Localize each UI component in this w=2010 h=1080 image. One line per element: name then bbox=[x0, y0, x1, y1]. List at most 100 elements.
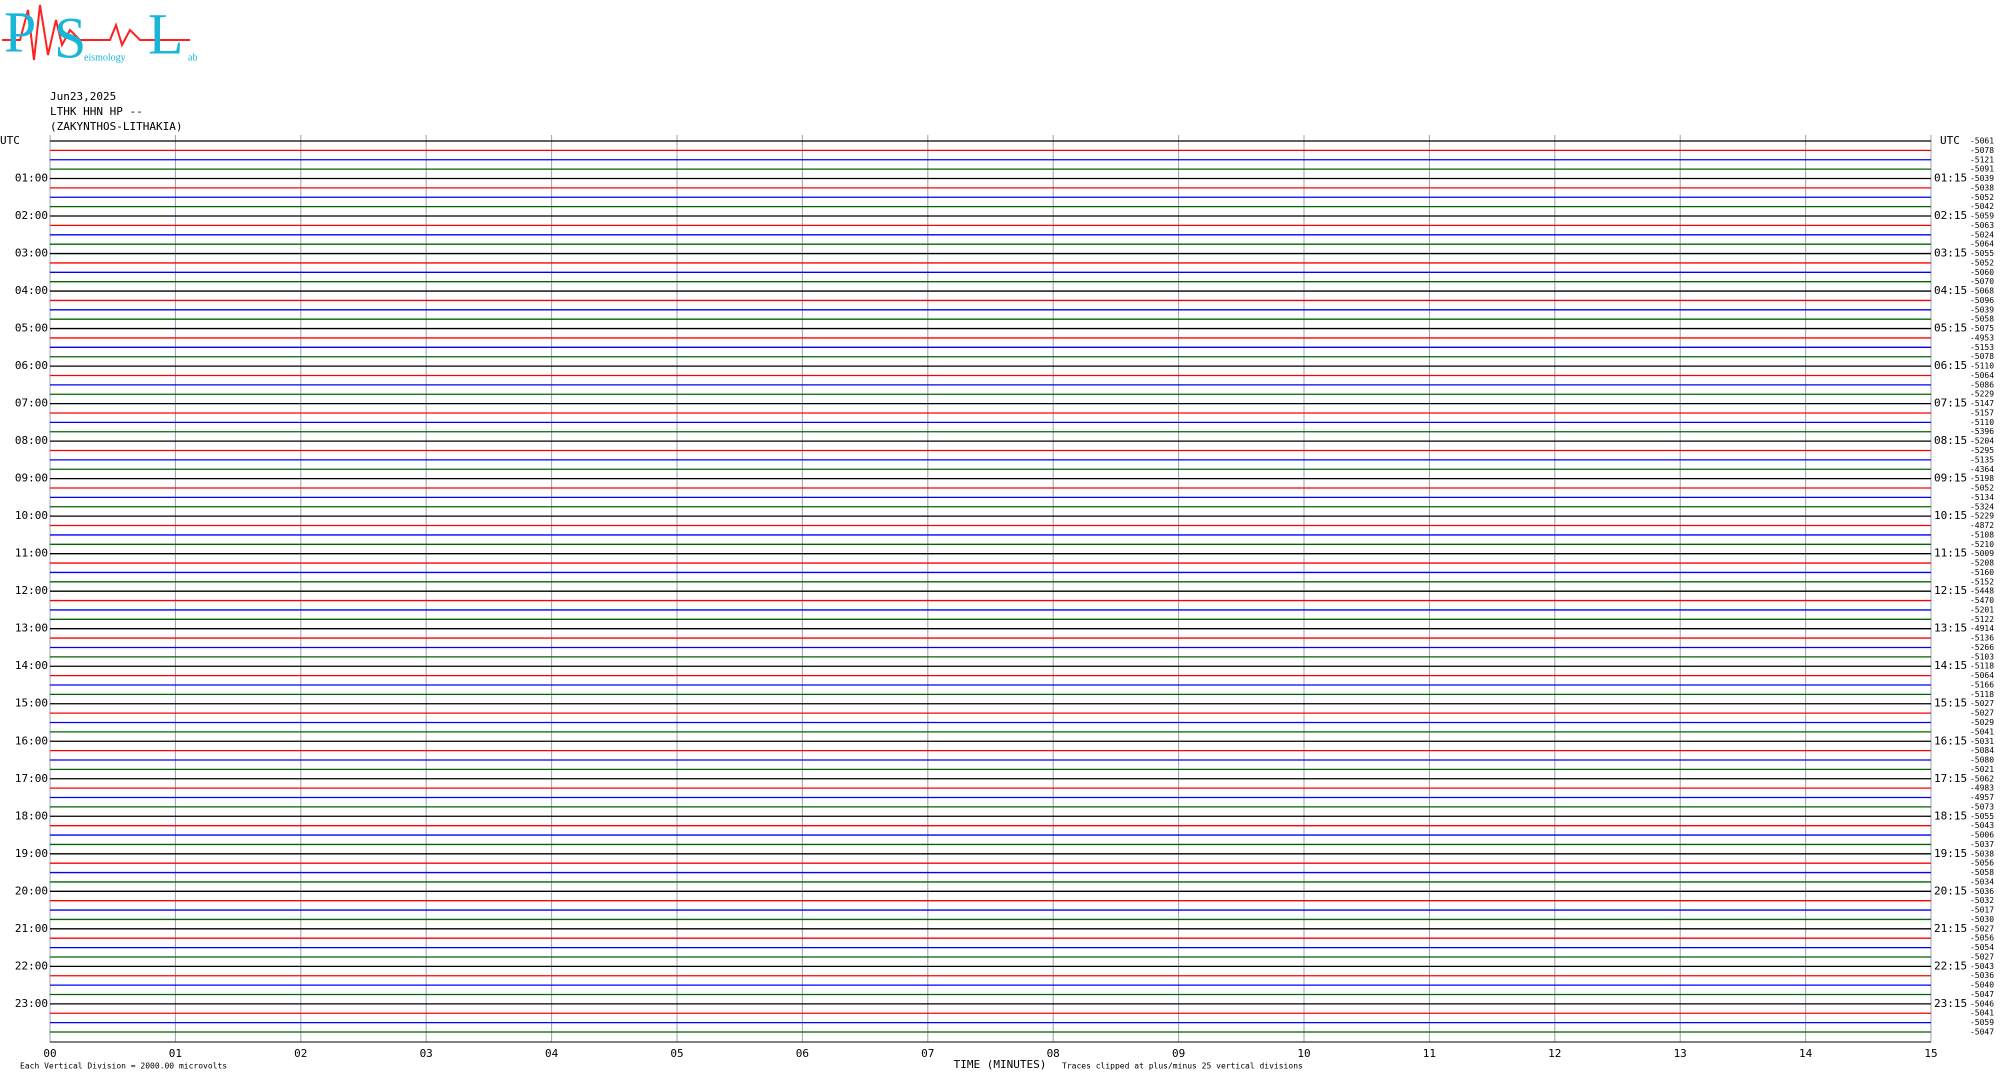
right-time-label: 11:15 bbox=[1934, 547, 1967, 560]
trace-offset: -5198 bbox=[1970, 474, 1994, 483]
right-time-label: 08:15 bbox=[1934, 434, 1967, 447]
left-time-label: 14:00 bbox=[15, 659, 48, 672]
right-time-label: 17:15 bbox=[1934, 772, 1967, 785]
trace-offset: -5041 bbox=[1970, 727, 1994, 736]
trace-offset: -5122 bbox=[1970, 615, 1994, 624]
trace-offset: -5034 bbox=[1970, 877, 1994, 886]
left-time-label: UTC bbox=[0, 134, 20, 147]
right-time-label: 05:15 bbox=[1934, 322, 1967, 335]
date: Jun23,2025 bbox=[50, 90, 116, 103]
trace-offset: -5031 bbox=[1970, 737, 1994, 746]
trace-offset: -5210 bbox=[1970, 540, 1994, 549]
logo-text: ab bbox=[188, 52, 197, 63]
right-time-label: 13:15 bbox=[1934, 622, 1967, 635]
right-time-label: 18:15 bbox=[1934, 809, 1967, 822]
trace-offset: -5027 bbox=[1970, 924, 1994, 933]
x-tick-label: 00 bbox=[43, 1047, 56, 1060]
x-tick-label: 08 bbox=[1047, 1047, 1060, 1060]
right-time-label: 19:15 bbox=[1934, 847, 1967, 860]
trace-offset: -5448 bbox=[1970, 587, 1994, 596]
trace-offset: -5153 bbox=[1970, 343, 1994, 352]
left-time-label: 07:00 bbox=[15, 397, 48, 410]
trace-offset: -5060 bbox=[1970, 268, 1994, 277]
x-tick-label: 12 bbox=[1548, 1047, 1561, 1060]
trace-offset: -5040 bbox=[1970, 981, 1994, 990]
scale-note: Each Vertical Division = 2000.00 microvo… bbox=[20, 1062, 227, 1071]
trace-offset: -5027 bbox=[1970, 952, 1994, 961]
trace-offset: -5032 bbox=[1970, 896, 1994, 905]
left-time-label: 12:00 bbox=[15, 584, 48, 597]
trace-offset: -5118 bbox=[1970, 662, 1994, 671]
left-time-label: 09:00 bbox=[15, 472, 48, 485]
left-time-label: 05:00 bbox=[15, 322, 48, 335]
trace-offset: -5047 bbox=[1970, 1028, 1994, 1037]
right-time-label: 23:15 bbox=[1934, 997, 1967, 1010]
trace-offset: -5047 bbox=[1970, 990, 1994, 999]
trace-offset: -5059 bbox=[1970, 212, 1994, 221]
trace-offset: -5070 bbox=[1970, 277, 1994, 286]
logo-letter: S bbox=[54, 5, 86, 70]
trace-offset: -5062 bbox=[1970, 774, 1994, 783]
trace-offset: -5096 bbox=[1970, 296, 1994, 305]
x-tick-label: 04 bbox=[545, 1047, 559, 1060]
trace-offset: -5056 bbox=[1970, 859, 1994, 868]
trace-offset: -5080 bbox=[1970, 756, 1994, 765]
left-time-label: 10:00 bbox=[15, 509, 48, 522]
trace-offset: -5021 bbox=[1970, 765, 1994, 774]
trace-offset: -5266 bbox=[1970, 643, 1994, 652]
trace-offset: -5052 bbox=[1970, 258, 1994, 267]
trace-offset: -5086 bbox=[1970, 380, 1994, 389]
logo-letter: P bbox=[4, 0, 36, 64]
left-time-label: 11:00 bbox=[15, 547, 48, 560]
location: (ZAKYNTHOS-LITHAKIA) bbox=[50, 120, 182, 133]
x-tick-label: 06 bbox=[796, 1047, 809, 1060]
trace-offset: -5043 bbox=[1970, 962, 1994, 971]
trace-offset: -4957 bbox=[1970, 793, 1994, 802]
trace-offset: -4953 bbox=[1970, 333, 1994, 342]
trace-offset: -5017 bbox=[1970, 906, 1994, 915]
right-time-label: 01:15 bbox=[1934, 172, 1967, 185]
right-time-label: 16:15 bbox=[1934, 734, 1967, 747]
trace-offset: -5110 bbox=[1970, 362, 1994, 371]
trace-offset: -5108 bbox=[1970, 530, 1994, 539]
trace-offset: -5078 bbox=[1970, 146, 1994, 155]
trace-offset: -5043 bbox=[1970, 821, 1994, 830]
right-time-label: 12:15 bbox=[1934, 584, 1967, 597]
left-time-label: 03:00 bbox=[15, 247, 48, 260]
trace-offset: -5041 bbox=[1970, 1009, 1994, 1018]
x-tick-label: 03 bbox=[420, 1047, 433, 1060]
trace-offset: -5229 bbox=[1970, 390, 1994, 399]
trace-offset: -5063 bbox=[1970, 221, 1994, 230]
trace-offset: -5058 bbox=[1970, 315, 1994, 324]
left-time-label: 21:00 bbox=[15, 922, 48, 935]
trace-offset: -5058 bbox=[1970, 868, 1994, 877]
trace-offset: -5204 bbox=[1970, 437, 1994, 446]
trace-offset: -5042 bbox=[1970, 202, 1994, 211]
trace-offset: -5055 bbox=[1970, 812, 1994, 821]
trace-offset: -5030 bbox=[1970, 915, 1994, 924]
logo-text: eismology bbox=[84, 52, 126, 63]
left-time-label: 04:00 bbox=[15, 284, 48, 297]
trace-offset: -5084 bbox=[1970, 746, 1994, 755]
trace-offset: -5061 bbox=[1970, 137, 1994, 146]
right-time-label: 15:15 bbox=[1934, 697, 1967, 710]
right-time-label: 22:15 bbox=[1934, 959, 1967, 972]
trace-offset: -5147 bbox=[1970, 399, 1994, 408]
left-time-label: 15:00 bbox=[15, 697, 48, 710]
right-time-label: 20:15 bbox=[1934, 884, 1967, 897]
trace-offset: -5135 bbox=[1970, 455, 1994, 464]
trace-offset: -5054 bbox=[1970, 943, 1994, 952]
right-time-label: 03:15 bbox=[1934, 247, 1967, 260]
trace-offset: -5103 bbox=[1970, 652, 1994, 661]
trace-offset: -5201 bbox=[1970, 605, 1994, 614]
x-tick-label: 05 bbox=[670, 1047, 683, 1060]
station: LTHK HHN HP -- bbox=[50, 105, 143, 118]
trace-offset: -5110 bbox=[1970, 418, 1994, 427]
trace-offset: -5118 bbox=[1970, 690, 1994, 699]
x-axis-title: TIME (MINUTES) bbox=[954, 1058, 1047, 1071]
left-time-label: 16:00 bbox=[15, 734, 48, 747]
right-time-label: 04:15 bbox=[1934, 284, 1967, 297]
trace-offset: -5229 bbox=[1970, 512, 1994, 521]
trace-offset: -5055 bbox=[1970, 249, 1994, 258]
